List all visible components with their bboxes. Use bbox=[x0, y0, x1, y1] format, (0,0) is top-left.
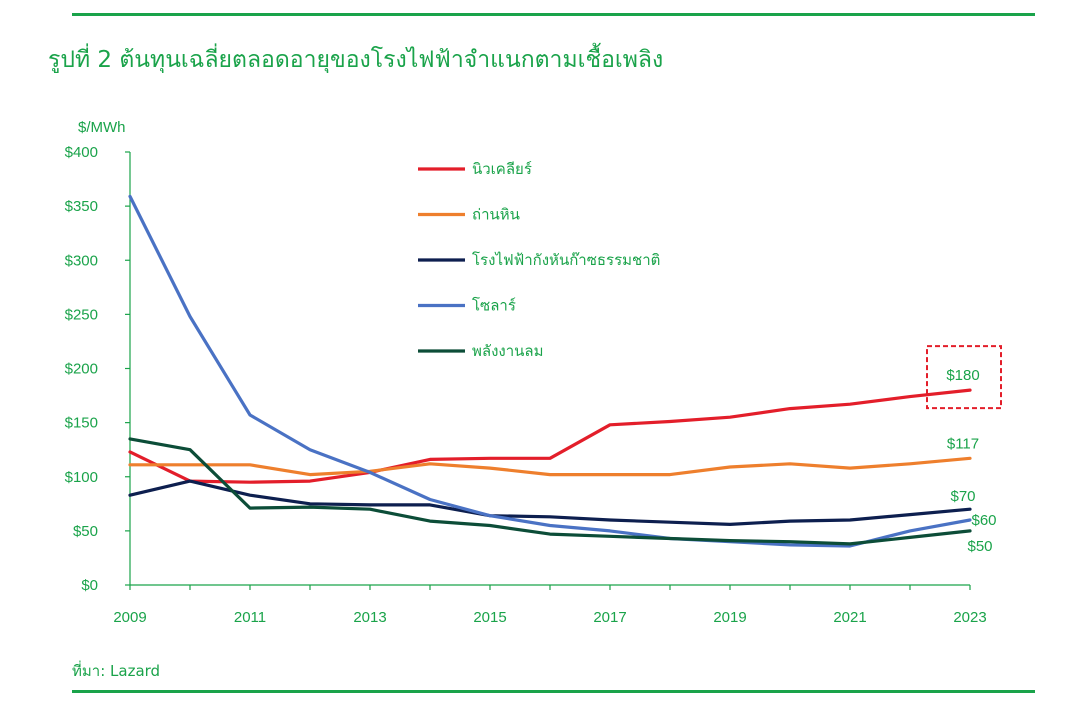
y-axis-label: $/MWh bbox=[78, 119, 126, 136]
series-line-3 bbox=[128, 479, 972, 527]
series-line-5 bbox=[128, 437, 972, 546]
series-lines bbox=[128, 194, 972, 548]
y-tick-label: $400 bbox=[65, 144, 98, 161]
y-tick-label: $150 bbox=[65, 415, 98, 432]
legend-label: ถ่านหิน bbox=[472, 206, 520, 224]
data-label: $117 bbox=[947, 435, 979, 452]
figure-title: รูปที่ 2 ต้นทุนเฉลี่ยตลอดอายุของโรงไฟฟ้า… bbox=[48, 47, 664, 73]
y-tick-label: $350 bbox=[65, 198, 98, 215]
series-line-1 bbox=[128, 388, 972, 484]
y-tick-label: $0 bbox=[81, 577, 98, 594]
highlight-box bbox=[926, 345, 1002, 410]
end-labels: $180 $117 $70 $60 $50 bbox=[926, 345, 1002, 555]
x-tick-label: 2015 bbox=[473, 609, 506, 626]
legend: นิวเคลียร์ถ่านหินโรงไฟฟ้ากังหันก๊าซธรรมช… bbox=[418, 160, 660, 360]
series-line-4 bbox=[128, 194, 972, 548]
data-label: $50 bbox=[967, 538, 992, 555]
y-tick-label: $100 bbox=[65, 469, 98, 486]
y-tick-label: $50 bbox=[73, 523, 98, 540]
legend-label: โรงไฟฟ้ากังหันก๊าซธรรมชาติ bbox=[472, 251, 660, 269]
top-divider bbox=[72, 13, 1035, 16]
x-tick-label: 2009 bbox=[113, 609, 146, 626]
legend-label: พลังงานลม bbox=[472, 342, 543, 360]
x-tick-label: 2021 bbox=[833, 609, 866, 626]
data-label: $60 bbox=[971, 512, 996, 529]
x-tick-label: 2013 bbox=[353, 609, 386, 626]
x-tick-label: 2023 bbox=[953, 609, 986, 626]
y-tick-label: $200 bbox=[65, 361, 98, 378]
source-note: ที่มา: Lazard bbox=[72, 662, 161, 680]
bottom-divider bbox=[72, 690, 1035, 693]
data-label: $70 bbox=[950, 488, 975, 505]
x-tick-label: 2019 bbox=[713, 609, 746, 626]
series-line-2 bbox=[128, 456, 972, 477]
data-label: $180 bbox=[946, 367, 979, 384]
x-tick-label: 2017 bbox=[593, 609, 626, 626]
x-tick-label: 2011 bbox=[234, 609, 266, 626]
y-tick-label: $250 bbox=[65, 306, 98, 323]
y-tick-label: $300 bbox=[65, 252, 98, 269]
axes: $0 $50 $100 $150 $200 $250 $300 $350 $400 2009 201… bbox=[65, 144, 987, 626]
legend-label: นิวเคลียร์ bbox=[472, 160, 532, 178]
legend-label: โซลาร์ bbox=[472, 297, 516, 315]
